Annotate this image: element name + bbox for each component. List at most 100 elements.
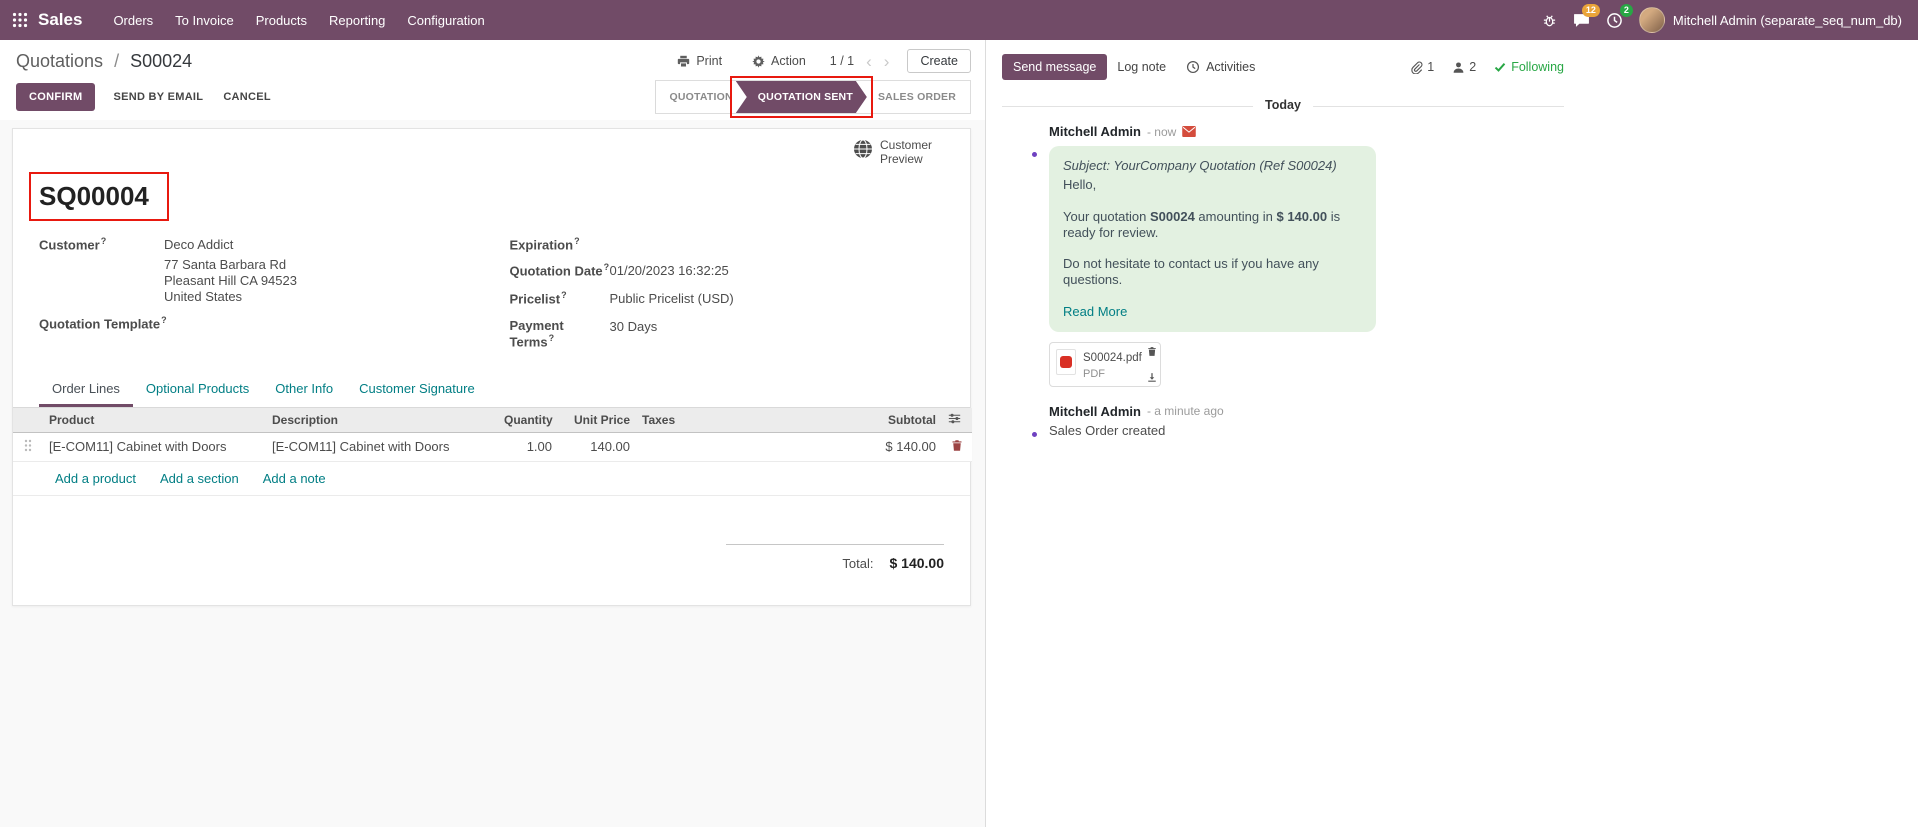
check-icon — [1494, 61, 1506, 73]
column-quantity[interactable]: Quantity — [498, 407, 558, 433]
email-subject: Subject: YourCompany Quotation (Ref S000… — [1063, 158, 1337, 173]
attachment-download-icon[interactable] — [1147, 372, 1157, 383]
clock-icon — [1186, 60, 1200, 74]
tab-other-info[interactable]: Other Info — [275, 380, 334, 396]
quotation-date-value[interactable]: 01/20/2023 16:32:25 — [609, 263, 729, 279]
messages-badge: 12 — [1581, 3, 1600, 17]
control-panel: Quotations / S00024 Print — [0, 40, 985, 120]
date-divider-label: Today — [1253, 98, 1313, 112]
confirm-button[interactable]: CONFIRM — [16, 83, 96, 111]
paperclip-icon — [1410, 61, 1423, 74]
status-quotation-sent[interactable]: QUOTATION SENT — [736, 81, 867, 113]
field-grid: Customer? Deco Addict 77 Santa Barbara R… — [39, 236, 944, 360]
print-label: Print — [696, 54, 723, 68]
pager-next-icon[interactable]: › — [883, 51, 890, 71]
messages-icon[interactable]: 12 — [1573, 3, 1600, 29]
payment-terms-value[interactable]: 30 Days — [609, 319, 658, 335]
optional-columns-icon[interactable] — [948, 412, 961, 425]
help-marker: ? — [561, 290, 567, 301]
statusbar: QUOTATION QUOTATION SENT SALES ORDER — [654, 76, 971, 118]
log-note-button[interactable]: Log note — [1107, 54, 1176, 80]
printer-icon — [677, 55, 690, 68]
drag-handle-icon[interactable] — [24, 439, 32, 452]
user-menu[interactable]: Mitchell Admin (separate_seq_num_db) — [1638, 7, 1902, 33]
pager-previous-icon[interactable]: ‹ — [866, 51, 872, 71]
action-button[interactable]: Action — [746, 53, 812, 69]
total-label: Total: — [842, 555, 874, 571]
attachment-type: PDF — [1083, 367, 1105, 380]
column-product[interactable]: Product — [43, 407, 266, 433]
menu-products[interactable]: Products — [255, 12, 308, 28]
attachment-card[interactable]: S00024.pdf PDF — [1049, 341, 1161, 387]
status-sales-order[interactable]: SALES ORDER — [855, 81, 970, 113]
chatter-message-email: Mitchell Admin - now Subject: YourCompan… — [1002, 122, 1564, 387]
table-header-row: Product Description Quantity Unit Price … — [13, 407, 972, 433]
add-section-link[interactable]: Add a section — [159, 470, 239, 486]
person-icon — [1452, 61, 1465, 74]
customer-name-value[interactable]: Deco Addict — [164, 237, 234, 252]
message-author[interactable]: Mitchell Admin — [1049, 124, 1141, 139]
print-button[interactable]: Print — [671, 53, 728, 69]
apps-grid-icon[interactable] — [12, 12, 28, 28]
menu-orders[interactable]: Orders — [113, 12, 154, 28]
chatter-panel: Send message Log note Activities 1 — [985, 40, 1918, 827]
order-line-row[interactable]: [E-COM11] Cabinet with Doors [E-COM11] C… — [13, 432, 972, 462]
help-marker: ? — [100, 236, 107, 246]
customer-country: United States — [164, 289, 243, 304]
totals-section: Total: $ 140.00 — [13, 543, 970, 571]
column-description[interactable]: Description — [266, 407, 498, 433]
customer-address: 77 Santa Barbara Rd Pleasant Hill CA 945… — [164, 257, 297, 305]
action-label: Action — [771, 54, 806, 68]
chatter-message-note: Mitchell Admin - a minute ago Sales Orde… — [1002, 402, 1564, 439]
debug-bug-icon[interactable] — [1542, 13, 1557, 28]
followers-count: 2 — [1469, 60, 1477, 74]
delete-line-trash-icon[interactable] — [951, 439, 963, 452]
column-subtotal[interactable]: Subtotal — [848, 407, 942, 433]
customer-street: 77 Santa Barbara Rd — [164, 257, 287, 272]
attachment-name[interactable]: S00024.pdf — [1083, 351, 1142, 364]
breadcrumb-quotations[interactable]: Quotations — [16, 50, 104, 71]
add-note-link[interactable]: Add a note — [262, 470, 326, 486]
message-author[interactable]: Mitchell Admin — [1049, 403, 1141, 419]
message-time: - a minute ago — [1146, 404, 1224, 419]
top-navbar: Sales Orders To Invoice Products Reporti… — [0, 0, 1918, 40]
activities-button[interactable]: Activities — [1176, 54, 1265, 80]
tab-order-lines[interactable]: Order Lines — [39, 372, 133, 407]
tab-optional-products[interactable]: Optional Products — [145, 380, 250, 396]
column-taxes[interactable]: Taxes — [636, 407, 848, 433]
create-button[interactable]: Create — [907, 49, 971, 73]
cell-taxes[interactable] — [636, 432, 848, 462]
activities-label: Activities — [1206, 60, 1256, 74]
menu-to-invoice[interactable]: To Invoice — [175, 12, 234, 28]
order-lines-table: Product Description Quantity Unit Price … — [13, 407, 972, 462]
pricelist-value[interactable]: Public Pricelist (USD) — [609, 291, 734, 307]
activities-clock-icon[interactable]: 2 — [1606, 3, 1633, 29]
presence-dot — [1030, 150, 1039, 159]
presence-dot — [1030, 429, 1039, 439]
attachments-counter[interactable]: 1 — [1410, 60, 1434, 74]
column-unit-price[interactable]: Unit Price — [558, 407, 636, 433]
globe-icon — [853, 139, 873, 159]
pdf-file-icon — [1056, 348, 1076, 375]
cell-description[interactable]: [E-COM11] Cabinet with Doors — [266, 432, 498, 462]
cell-quantity[interactable]: 1.00 — [498, 432, 558, 462]
list-add-row: Add a product Add a section Add a note — [13, 461, 970, 496]
read-more-link[interactable]: Read More — [1063, 303, 1128, 319]
following-button[interactable]: Following — [1494, 60, 1564, 74]
send-message-button[interactable]: Send message — [1002, 54, 1108, 80]
customer-preview-button[interactable]: Customer Preview — [853, 138, 942, 167]
breadcrumb: Quotations / S00024 — [16, 51, 192, 72]
attachment-delete-trash-icon[interactable] — [1147, 346, 1157, 357]
menu-configuration[interactable]: Configuration — [407, 12, 485, 28]
tab-customer-signature[interactable]: Customer Signature — [359, 380, 475, 396]
send-by-email-button[interactable]: SEND BY EMAIL — [111, 83, 205, 111]
help-marker: ? — [548, 333, 555, 344]
app-name[interactable]: Sales — [38, 10, 83, 29]
followers-counter[interactable]: 2 — [1452, 60, 1476, 74]
cancel-button[interactable]: CANCEL — [221, 83, 273, 111]
menu-reporting[interactable]: Reporting — [329, 12, 386, 28]
status-quotation[interactable]: QUOTATION — [656, 81, 747, 113]
cell-product[interactable]: [E-COM11] Cabinet with Doors — [43, 432, 266, 462]
cell-unit-price[interactable]: 140.00 — [558, 432, 636, 462]
add-product-link[interactable]: Add a product — [55, 470, 136, 486]
